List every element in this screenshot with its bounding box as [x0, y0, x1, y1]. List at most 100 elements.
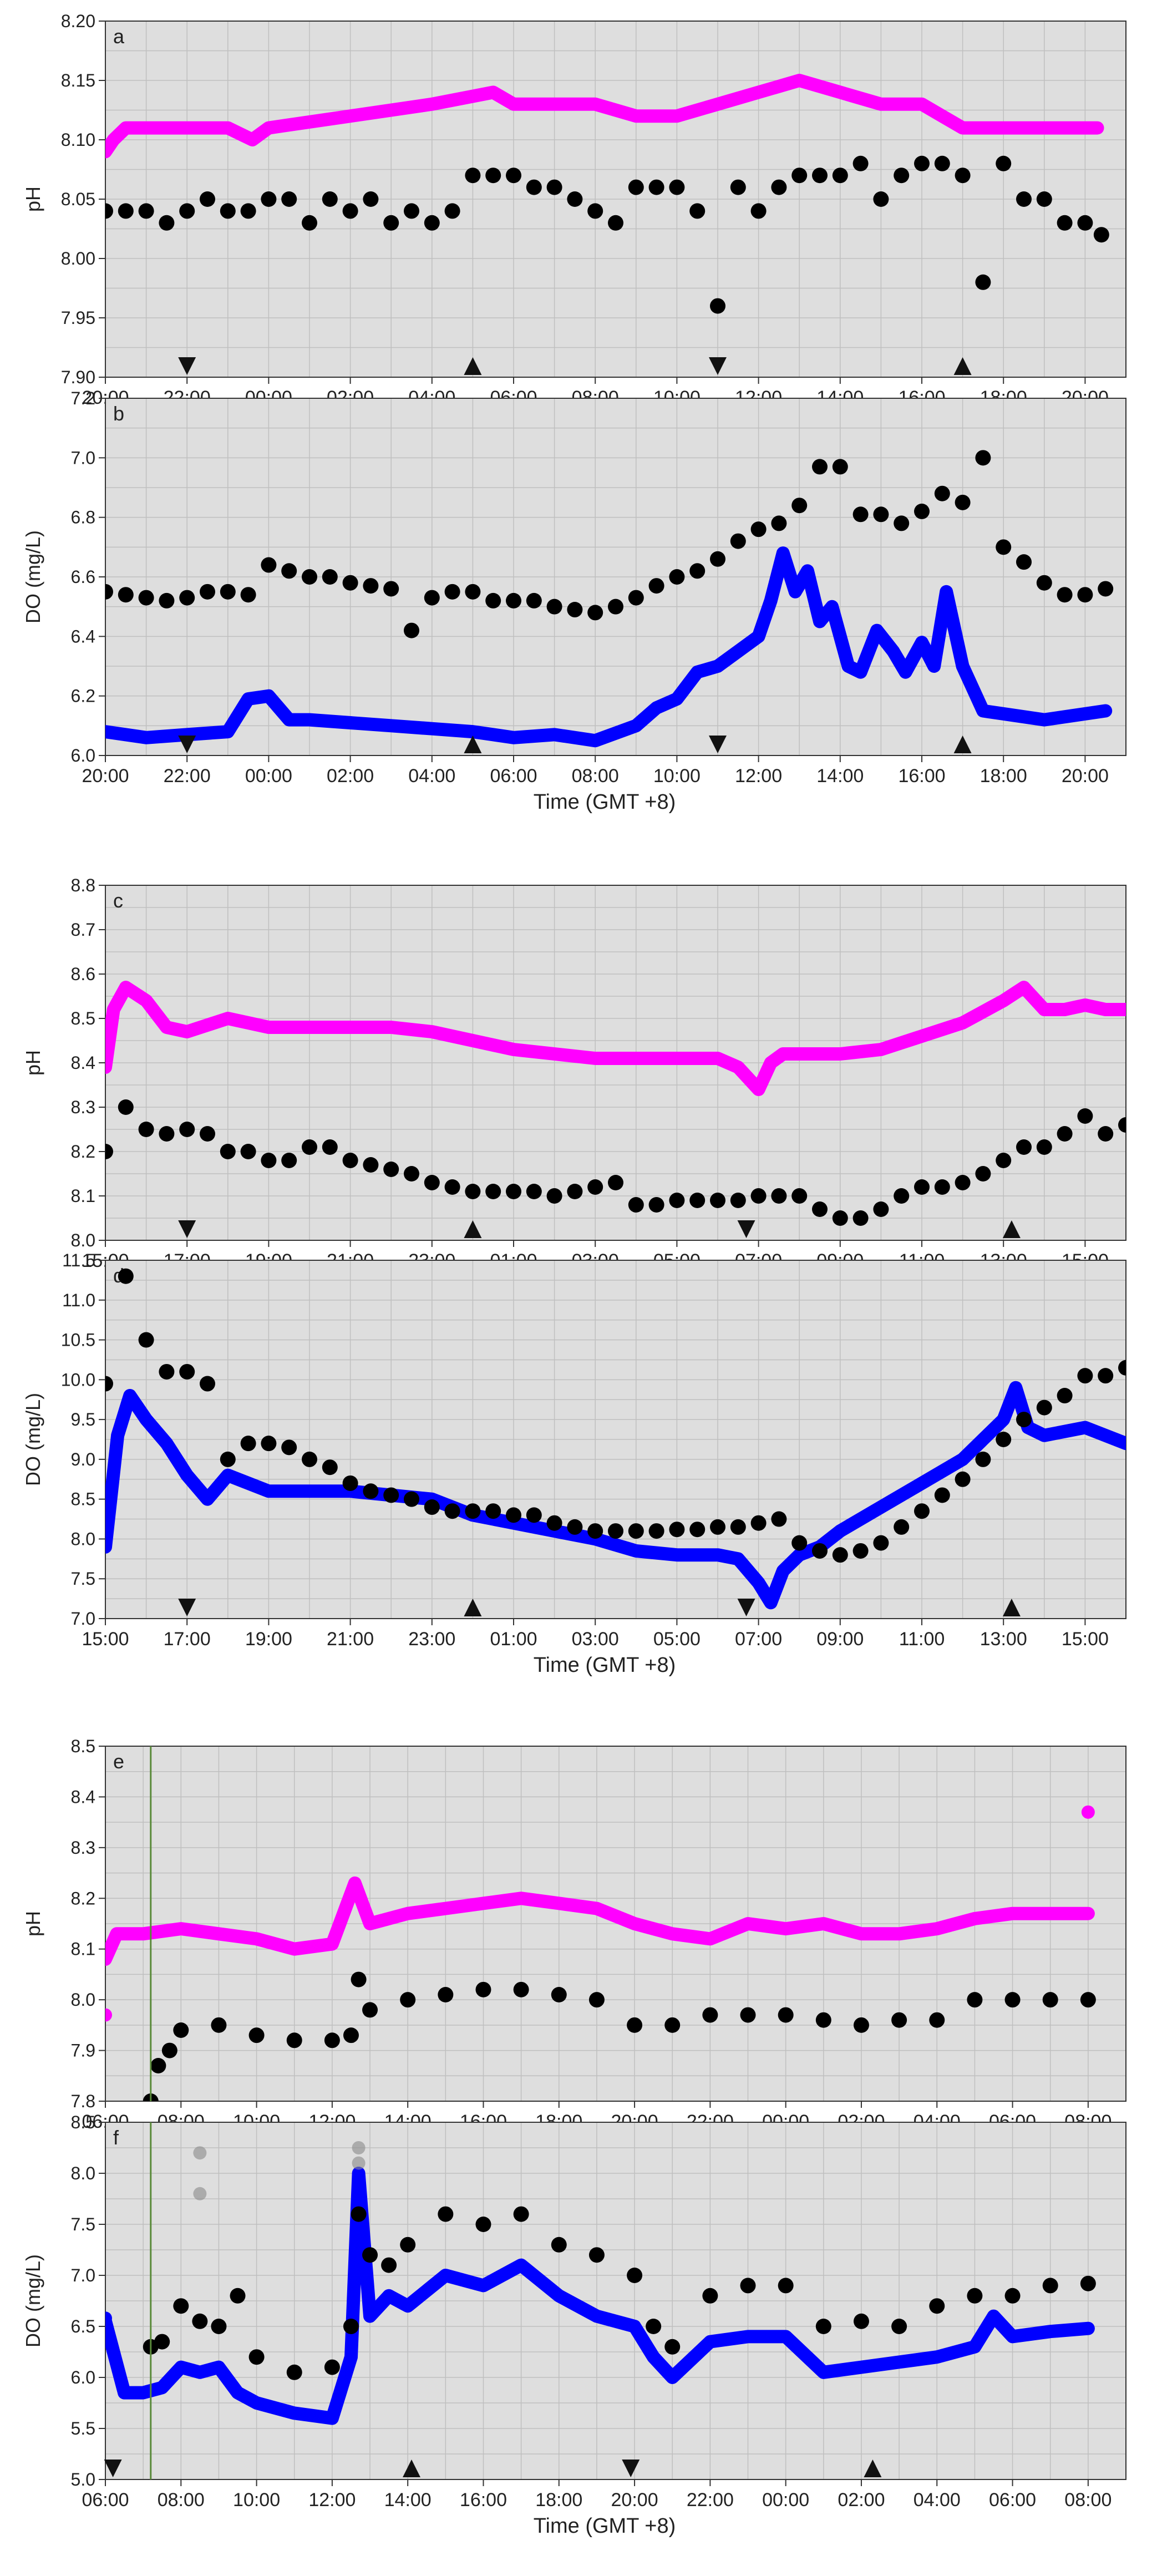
series-continuous	[105, 74, 1104, 159]
data-point	[588, 1992, 605, 2008]
data-point	[1080, 1992, 1096, 2008]
data-point	[465, 1503, 481, 1519]
panel-a: 7.907.958.008.058.108.158.2020:0022:0000…	[22, 11, 1126, 408]
data-point	[914, 503, 930, 519]
panel-letter: c	[113, 889, 123, 912]
data-point	[362, 2247, 378, 2263]
x-tick-label: 06:00	[82, 2489, 129, 2511]
x-tick-label: 17:00	[164, 1629, 211, 1650]
x-tick-label: 21:00	[327, 1629, 374, 1650]
data-point	[154, 2334, 170, 2350]
y-tick-label: 5.5	[71, 2418, 95, 2438]
data-point	[1093, 227, 1109, 243]
data-point	[220, 203, 236, 219]
panel-c: 8.08.18.28.38.48.58.68.78.815:0017:0019:…	[22, 875, 1126, 1271]
data-point	[138, 1332, 154, 1348]
data-point	[628, 1523, 644, 1539]
x-tick-label: 03:00	[572, 1629, 619, 1650]
triangle-up-marker	[464, 1220, 482, 1238]
data-point	[444, 203, 460, 219]
triangle-up-marker	[1002, 1599, 1021, 1616]
data-point	[444, 584, 460, 600]
data-point	[286, 2364, 302, 2380]
series-continuous	[105, 981, 1126, 1096]
data-point	[1057, 1126, 1073, 1142]
data-point	[506, 168, 521, 184]
data-point	[608, 599, 623, 615]
data-point	[1077, 1368, 1093, 1384]
x-tick-label: 20:00	[82, 765, 129, 787]
data-point	[322, 191, 338, 207]
data-point	[934, 1179, 950, 1195]
data-point	[955, 1471, 971, 1487]
data-point	[159, 1126, 175, 1142]
data-point	[105, 1144, 113, 1159]
data-point	[627, 2017, 643, 2033]
data-point	[1077, 587, 1093, 603]
data-point	[179, 590, 195, 606]
data-point	[173, 2298, 189, 2314]
data-point	[1118, 1360, 1126, 1376]
data-point	[444, 1179, 460, 1195]
data-point	[934, 1487, 950, 1503]
data-point	[248, 2349, 265, 2365]
data-point	[138, 1122, 154, 1137]
x-tick-label: 00:00	[245, 765, 292, 787]
data-point	[546, 599, 562, 615]
triangle-down-marker	[709, 357, 727, 375]
triangle-down-marker	[178, 1599, 196, 1616]
data-point	[400, 2237, 416, 2253]
y-tick-label: 5.0	[71, 2469, 95, 2489]
data-point	[664, 2017, 681, 2033]
data-point	[351, 2206, 367, 2222]
data-point	[873, 506, 889, 523]
plot-frame	[105, 2122, 1126, 2480]
data-point	[1016, 554, 1032, 570]
data-point	[475, 2217, 491, 2232]
data-point	[342, 1153, 358, 1168]
data-point	[424, 215, 440, 231]
triangle-down-marker	[104, 2460, 122, 2477]
triangle-down-marker	[178, 357, 196, 375]
data-point	[526, 1184, 542, 1199]
triangle-down-marker	[622, 2460, 640, 2477]
data-point	[513, 2206, 529, 2222]
data-point	[891, 2319, 907, 2334]
data-point	[1077, 215, 1093, 231]
y-tick-label: 8.3	[71, 1838, 95, 1858]
data-point	[193, 2187, 207, 2200]
x-tick-label: 14:00	[816, 765, 864, 787]
data-point	[955, 168, 971, 184]
data-point	[324, 2032, 340, 2048]
triangle-up-marker	[464, 1599, 482, 1616]
y-tick-label: 8.4	[71, 1053, 95, 1073]
data-point	[894, 1188, 910, 1204]
data-point	[1057, 1388, 1073, 1404]
series-continuous	[105, 2167, 1095, 2425]
data-point	[363, 1157, 379, 1173]
data-point	[485, 1184, 501, 1199]
data-point	[248, 2027, 265, 2043]
data-point	[996, 1432, 1012, 1447]
data-point	[240, 203, 256, 219]
triangle-up-marker	[1002, 1220, 1021, 1238]
data-point	[812, 459, 828, 475]
x-tick-label: 22:00	[164, 765, 211, 787]
data-point	[975, 1451, 991, 1467]
y-axis-label: pH	[22, 1911, 44, 1936]
x-tick-label: 10:00	[233, 2489, 280, 2511]
series-group	[105, 1268, 1126, 1610]
data-point	[159, 1363, 175, 1380]
data-point	[778, 2278, 794, 2294]
data-point	[1036, 1139, 1052, 1155]
y-tick-label: 7.90	[61, 367, 95, 387]
data-point	[400, 1992, 416, 2008]
triangle-up-marker	[403, 2460, 420, 2477]
data-point	[664, 2339, 681, 2355]
x-tick-label: 23:00	[408, 1629, 455, 1650]
data-point	[220, 1451, 236, 1467]
data-point	[343, 2319, 359, 2334]
data-point	[150, 2058, 166, 2073]
data-point	[424, 590, 440, 606]
data-point	[608, 1523, 623, 1539]
